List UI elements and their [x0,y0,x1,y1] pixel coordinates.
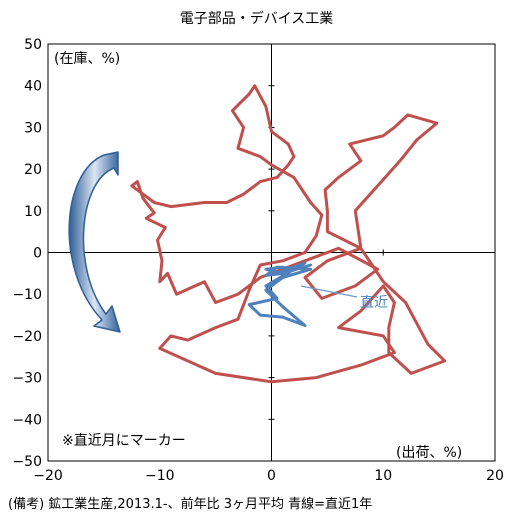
y-tick-label: −30 [12,371,42,387]
y-tick-label: 40 [24,79,42,95]
y-tick-label: −20 [12,329,42,345]
y-tick-label: 20 [24,162,42,178]
x-tick-label: 10 [374,468,392,484]
y-tick-label: 10 [24,204,42,220]
x-tick-label: −10 [145,468,175,484]
marker-note: ※直近月にマーカー [62,432,186,449]
x-tick-label: −20 [33,468,63,484]
y-tick-label: 50 [24,37,42,53]
x-tick-label: 0 [267,468,276,484]
recent-label: 直近 [360,294,388,311]
x-tick-label: 20 [486,468,504,484]
y-unit-label: (在庫、%) [54,50,120,67]
y-tick-label: 0 [33,246,42,262]
chart-caption: (備考) 鉱工業生産,2013.1-、前年比 3ヶ月平均 青線=直近1年 [8,493,372,512]
x-unit-label: (出荷、%) [396,445,462,461]
latest-point-marker [285,267,292,274]
y-tick-label: −10 [12,287,42,303]
y-tick-label: −40 [12,412,42,428]
y-tick-label: 30 [24,120,42,136]
